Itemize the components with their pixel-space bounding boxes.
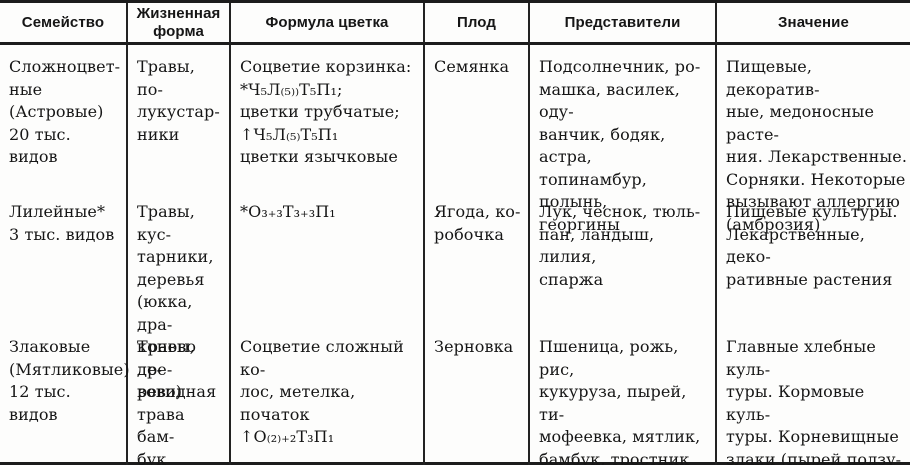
- cell-representatives: Подсолнечник, ро- машка, василек, оду- в…: [530, 45, 717, 234]
- cell-flower-formula: Соцветие сложный ко- лос, метелка, почат…: [231, 325, 425, 465]
- header-flower-formula: Формула цветка: [231, 3, 425, 45]
- cell-significance: Пищевые, декоратив- ные, медоносные раст…: [726, 57, 908, 234]
- cell-life-form: Травы, кус- тарники, деревья (юкка, дра-…: [128, 190, 231, 401]
- cell-fruit: Зерновка: [425, 325, 530, 465]
- cell-representatives: Лук, чеснок, тюль- пан, ландыш, лилия, с…: [530, 190, 717, 325]
- cell-family: Лилейные* 3 тыс. видов: [0, 190, 128, 325]
- cell-significance: Главные хлебные куль- туры. Кормовые кул…: [726, 337, 902, 465]
- cell-significance: Пищевые культуры. Лекарственные, деко- р…: [726, 202, 898, 289]
- cell-flower-formula: Соцветие корзинка: *Ч₅Л₍₅₎₎Т₅П₁; цветки …: [231, 45, 425, 190]
- cell-fruit: Семянка: [425, 45, 530, 190]
- cell-fruit: Ягода, ко- робочка: [425, 190, 530, 325]
- cell-family: Сложноцвет- ные (Астровые) 20 тыс. видов: [0, 45, 128, 190]
- cell-life-form: Травы, дре- вовидная трава бам- бук: [128, 325, 231, 465]
- cell-life-form: Травы, по- лукустар- ники: [128, 45, 231, 190]
- header-life-form: Жизненная форма: [128, 3, 231, 45]
- header-representatives: Представители: [530, 3, 717, 45]
- header-family: Семейство: [0, 3, 128, 45]
- cell-family: Злаковые (Мятликовые) 12 тыс. видов: [0, 325, 130, 465]
- header-significance: Значение: [717, 3, 910, 45]
- header-fruit: Плод: [425, 3, 530, 45]
- cell-flower-formula: *О₃₊₃Т₃₊₃П₁: [231, 190, 425, 325]
- cell-representatives: Пшеница, рожь, рис, кукуруза, пырей, ти-…: [530, 325, 717, 465]
